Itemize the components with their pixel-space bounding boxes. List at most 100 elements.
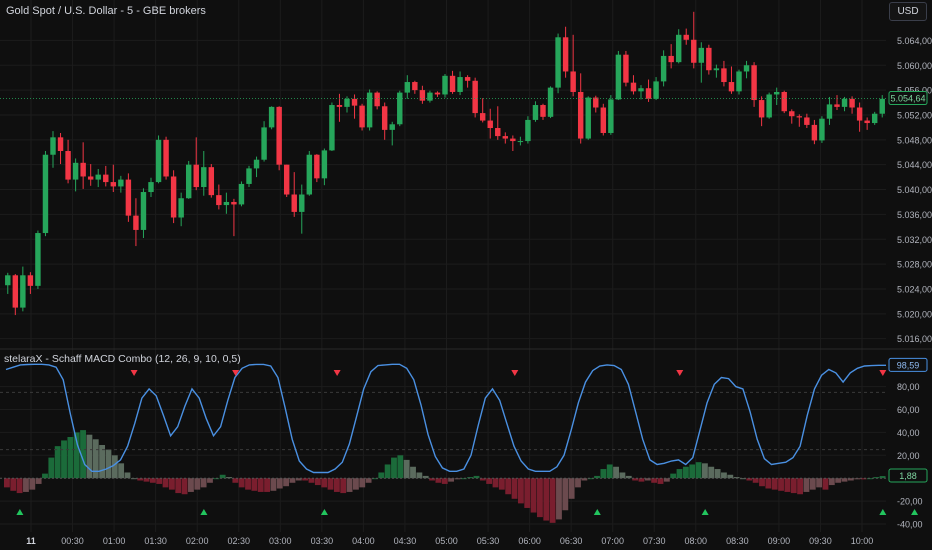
histogram-bar	[505, 478, 512, 495]
candle	[12, 274, 19, 316]
candle-body	[148, 182, 154, 193]
candle-body	[216, 195, 222, 206]
candle	[268, 106, 275, 130]
sell-signal-triangle	[511, 370, 519, 376]
histogram-bar	[809, 478, 816, 490]
time-tick-label: 01:30	[144, 536, 167, 546]
candle-body	[789, 111, 795, 117]
histogram-bar	[410, 466, 416, 479]
candle	[871, 111, 878, 125]
indicator-tick-label: 60,00	[897, 405, 920, 415]
histogram-bar	[226, 477, 232, 479]
candle	[20, 266, 26, 312]
candle	[201, 151, 207, 196]
candle-body	[608, 99, 614, 133]
candle	[547, 86, 554, 119]
candle	[178, 192, 184, 227]
candle	[148, 177, 154, 197]
histogram-bar	[314, 478, 321, 486]
candle-body	[427, 92, 433, 101]
candle	[698, 42, 705, 83]
histogram-bar	[441, 478, 448, 484]
histogram-bar	[847, 478, 854, 481]
candle	[404, 75, 411, 99]
signal-markers	[16, 370, 919, 515]
histogram-bar	[188, 478, 194, 492]
time-axis[interactable]: 11 00:30 01:00 01:30 02:00 02:30 03:00 03:30 04:…	[26, 536, 873, 546]
candle	[472, 77, 478, 118]
candle-body	[442, 75, 448, 95]
candle	[781, 90, 787, 114]
candle-body	[283, 164, 290, 195]
candle-body	[366, 92, 373, 128]
candle-body	[464, 77, 471, 81]
candle-body	[743, 65, 750, 72]
candle	[525, 116, 531, 144]
candle	[306, 151, 313, 196]
histogram-bar	[340, 478, 347, 494]
candle-body	[826, 104, 833, 119]
histogram-bar	[422, 475, 429, 479]
candle-body	[570, 71, 576, 92]
indicator-tick-label: -20,00	[897, 497, 923, 507]
candle-body	[306, 154, 313, 195]
histogram-bar	[492, 478, 499, 488]
candle	[623, 50, 629, 87]
histogram-bar	[232, 478, 239, 483]
candle	[532, 101, 539, 122]
candle-body	[299, 194, 305, 212]
candle	[766, 92, 772, 119]
candle	[419, 85, 426, 104]
candle	[826, 96, 833, 125]
candle	[555, 33, 561, 94]
candle	[5, 272, 11, 294]
candle-body	[27, 275, 34, 286]
candle-body	[434, 92, 441, 95]
candle	[427, 90, 433, 103]
currency-button[interactable]: USD	[889, 2, 927, 21]
candle	[80, 142, 86, 189]
candle-body	[268, 106, 275, 128]
indicator-title[interactable]: stelaraX - Schaff MACD Combo (12, 26, 9,…	[4, 353, 241, 365]
candle-body	[457, 77, 463, 92]
candlestick-series	[0, 11, 886, 316]
histogram-bar	[403, 459, 410, 479]
price-axis[interactable]: 5.064,00 5.060,00 5.056,00 5.052,00 5.048,00…	[897, 36, 932, 344]
symbol-title[interactable]: Gold Spot / U.S. Dollar - 5 - GBE broker…	[6, 5, 206, 17]
candle-body	[804, 117, 810, 125]
candle	[238, 181, 245, 207]
candle	[276, 106, 282, 171]
histogram-bar	[759, 478, 765, 487]
histogram-bar	[467, 477, 474, 479]
histogram-bar	[270, 478, 277, 491]
candle-body	[404, 82, 411, 93]
candle	[608, 95, 614, 135]
histogram-bar	[302, 478, 309, 481]
candle-body	[163, 139, 169, 177]
candle-body	[140, 192, 147, 230]
candle-body	[600, 107, 607, 133]
time-tick-label: 04:00	[352, 536, 375, 546]
time-tick-label: 09:30	[809, 536, 832, 546]
histogram-bar	[517, 478, 524, 504]
histogram-bar	[695, 462, 702, 479]
candle	[42, 151, 49, 237]
candle	[299, 184, 305, 234]
candle-body	[389, 124, 395, 130]
candle	[155, 135, 162, 184]
value-badges: 5.054,64 98,59 1,88	[888, 91, 928, 483]
candle	[713, 64, 720, 78]
price-tick-label: 5.048,00	[897, 135, 932, 145]
indicator-axis[interactable]: 80,00 60,00 40,00 20,00 -20,00 -40,00	[897, 382, 923, 529]
candle-body	[638, 88, 644, 92]
histogram-bar	[479, 478, 486, 481]
candle	[660, 50, 667, 87]
indicator-tick-label: -40,00	[897, 519, 923, 529]
histogram-bar	[841, 478, 848, 482]
candle-body	[495, 128, 501, 137]
candle-body	[758, 100, 765, 118]
histogram-bar	[352, 478, 359, 490]
candle	[464, 75, 471, 88]
histogram-bar	[416, 472, 423, 479]
